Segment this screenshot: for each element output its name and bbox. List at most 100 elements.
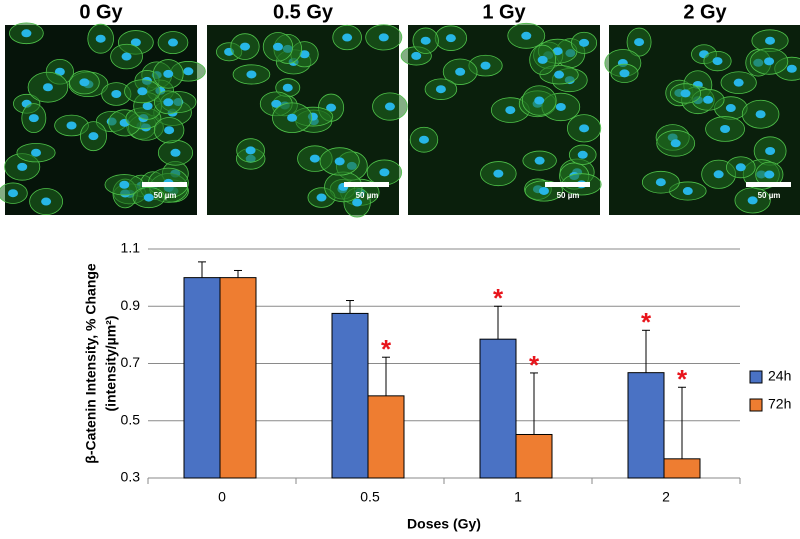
x-tick-label: 0 (218, 489, 226, 505)
bar (367, 395, 405, 479)
micrograph (0, 22, 206, 216)
nucleus (299, 50, 310, 59)
scale-bar (344, 182, 389, 187)
y-tick-label: 0.5 (121, 411, 141, 427)
significance-marker: * (529, 350, 540, 380)
nucleus (552, 47, 563, 56)
nucleus (703, 95, 714, 104)
nucleus (142, 102, 153, 111)
nucleus (534, 96, 545, 105)
nucleus (164, 126, 175, 135)
panel-title: 0.5 Gy (273, 1, 334, 23)
nucleus (21, 29, 32, 38)
scale-bar (746, 182, 791, 187)
nucleus (786, 64, 797, 73)
nucleus (183, 67, 194, 76)
legend-label: 24h (768, 368, 791, 384)
nucleus (119, 180, 130, 189)
nucleus (240, 42, 251, 51)
nucleus (66, 121, 77, 130)
nucleus (680, 89, 691, 98)
nucleus (725, 104, 736, 113)
nucleus (411, 51, 422, 60)
nucleus (316, 193, 327, 202)
nucleus (88, 132, 99, 141)
nucleus (619, 69, 630, 78)
nucleus (143, 193, 154, 202)
nucleus (31, 148, 42, 157)
nucleus (246, 70, 257, 79)
micrograph (400, 22, 602, 215)
nucleus (170, 148, 181, 157)
nucleus (670, 139, 681, 148)
bar (183, 277, 221, 479)
scale-bar-label: 50 µm (557, 191, 580, 200)
y-tick-label: 1.1 (121, 240, 141, 256)
y-tick-label: 0.3 (121, 469, 141, 485)
y-tick-label: 0.7 (121, 354, 141, 370)
nucleus (418, 135, 429, 144)
nucleus (378, 33, 389, 42)
nucleus (555, 102, 566, 111)
nucleus (755, 110, 766, 119)
scale-bar-label: 50 µm (356, 191, 379, 200)
legend-swatch (749, 370, 763, 384)
nucleus (326, 103, 337, 112)
nucleus (167, 38, 178, 47)
nucleus (130, 38, 141, 47)
significance-marker: * (493, 283, 504, 313)
nucleus (137, 87, 148, 96)
y-tick-label: 0.9 (121, 297, 141, 313)
nucleus (577, 150, 588, 159)
panel-title: 1 Gy (482, 1, 526, 23)
legend-swatch (749, 398, 763, 412)
y-axis-label: β-Catenin Intensity, % Change (83, 263, 99, 464)
nucleus (505, 106, 516, 115)
nucleus (765, 147, 776, 156)
nucleus (111, 90, 122, 99)
nucleus (455, 67, 466, 76)
x-tick-label: 0.5 (360, 489, 380, 505)
nucleus (655, 178, 666, 187)
nucleus (537, 55, 548, 64)
nucleus (379, 168, 390, 177)
nucleus (287, 113, 298, 122)
y-axis-label: (intensity/µm²) (103, 316, 119, 412)
scale-bar-label: 50 µm (758, 191, 781, 200)
nucleus (435, 85, 446, 94)
bar (331, 312, 369, 479)
bar (515, 433, 553, 479)
scale-bar (545, 182, 590, 187)
nucleus (764, 57, 775, 66)
nucleus (713, 170, 724, 179)
nucleus (420, 36, 431, 45)
scale-bar-label: 50 µm (154, 191, 177, 200)
scale-bar (142, 182, 187, 187)
panel-title: 2 Gy (683, 1, 727, 23)
nucleus (28, 114, 39, 123)
nucleus (579, 124, 590, 133)
nucleus (521, 31, 532, 40)
significance-marker: * (677, 364, 688, 394)
nucleus (41, 197, 52, 206)
nucleus (163, 98, 174, 107)
nucleus (121, 52, 132, 61)
nucleus (282, 83, 293, 92)
nucleus (682, 187, 693, 196)
nucleus (17, 162, 28, 171)
micrograph (207, 24, 408, 218)
nucleus (8, 189, 19, 198)
significance-marker: * (381, 334, 392, 364)
nucleus (735, 163, 746, 172)
nucleus (579, 38, 590, 47)
nucleus (42, 83, 53, 92)
nucleus (245, 146, 256, 155)
significance-marker: * (641, 307, 652, 337)
nucleus (309, 154, 320, 163)
bar (219, 277, 257, 479)
nucleus (733, 78, 744, 87)
nucleus (352, 198, 363, 207)
nucleus (334, 157, 345, 166)
x-tick-label: 2 (662, 489, 670, 505)
